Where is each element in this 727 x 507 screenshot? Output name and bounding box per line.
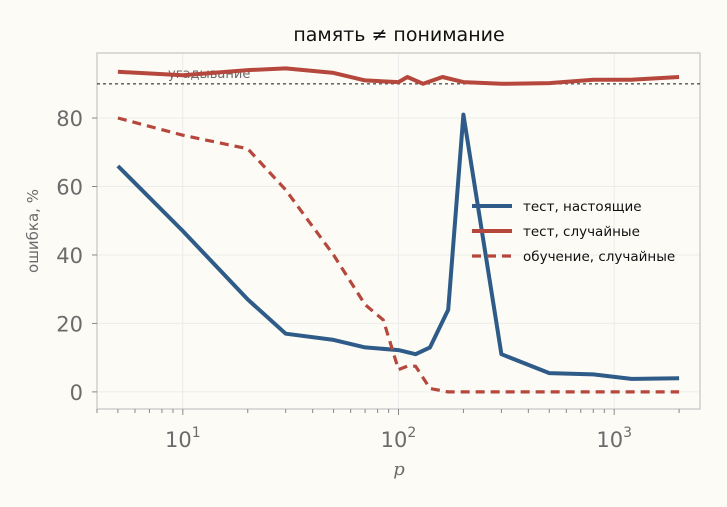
legend: тест, настоящие тест, случайные обучение, … [472,199,675,265]
y-tick-label: 0 [70,381,83,405]
x-tick-label: 103 [596,425,632,452]
x-axis-label: p [393,459,405,480]
y-tick-label: 20 [56,312,83,336]
y-axis: 0 20 40 60 80 [56,107,97,405]
series-line-1 [116,112,680,381]
x-axis: 101 102 103 [96,409,680,452]
y-tick-label: 60 [56,176,83,200]
chart-title: память ≠ понимание [293,24,504,46]
x-tick-label: 101 [165,425,201,452]
y-tick-label: 80 [56,107,83,131]
series-line-2 [117,66,680,86]
x-tick-label: 102 [381,425,417,452]
y-axis-label: ошибка, % [24,189,42,273]
legend-label-1: тест, настоящие [523,199,642,215]
series-layer [116,66,680,394]
y-tick-label: 40 [56,244,83,268]
legend-label-3: обучение, случайные [523,249,675,265]
series-line-3 [117,116,680,394]
legend-label-2: тест, случайные [523,224,640,240]
